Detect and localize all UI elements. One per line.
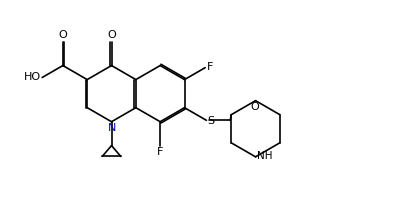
Text: F: F <box>157 147 164 157</box>
Text: O: O <box>250 102 259 112</box>
Text: O: O <box>59 30 67 40</box>
Text: S: S <box>207 116 214 126</box>
Text: HO: HO <box>24 73 41 82</box>
Text: NH: NH <box>257 151 273 161</box>
Text: O: O <box>107 30 116 40</box>
Text: N: N <box>108 123 116 133</box>
Text: F: F <box>207 62 213 72</box>
